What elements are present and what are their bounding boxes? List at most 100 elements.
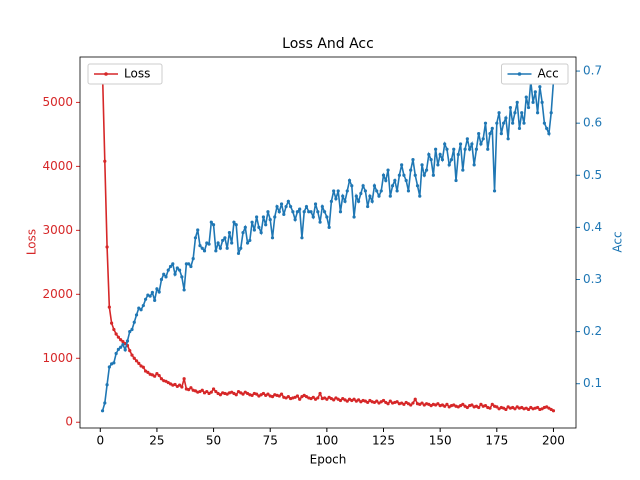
point-marker bbox=[110, 321, 114, 325]
x-tick-label: 175 bbox=[485, 434, 508, 448]
x-tick-label: 100 bbox=[315, 434, 338, 448]
point-marker bbox=[420, 401, 424, 405]
point-marker bbox=[436, 163, 440, 167]
point-marker bbox=[232, 220, 236, 224]
point-marker bbox=[515, 100, 519, 104]
point-marker bbox=[166, 268, 170, 272]
point-marker bbox=[418, 194, 422, 198]
point-marker bbox=[150, 290, 154, 295]
point-marker bbox=[300, 236, 304, 240]
point-marker bbox=[345, 399, 349, 403]
point-marker bbox=[431, 173, 435, 177]
point-marker bbox=[275, 204, 279, 209]
x-tick-label: 150 bbox=[429, 434, 452, 448]
point-marker bbox=[270, 236, 275, 240]
point-marker bbox=[332, 189, 336, 193]
point-marker bbox=[130, 353, 134, 357]
point-marker bbox=[103, 401, 107, 405]
point-marker bbox=[481, 137, 485, 141]
point-marker bbox=[230, 241, 234, 245]
point-marker bbox=[250, 220, 254, 224]
point-marker bbox=[506, 137, 510, 141]
point-marker bbox=[266, 210, 270, 214]
point-marker bbox=[497, 111, 501, 115]
point-marker bbox=[205, 389, 209, 394]
point-marker bbox=[551, 409, 556, 413]
point-marker bbox=[153, 374, 157, 378]
point-marker bbox=[402, 402, 406, 406]
point-marker bbox=[236, 251, 241, 256]
point-marker bbox=[370, 199, 374, 203]
point-marker bbox=[137, 361, 141, 365]
point-marker bbox=[291, 210, 295, 214]
point-marker bbox=[175, 266, 179, 270]
y-tick-label: 0 bbox=[65, 415, 73, 429]
point-marker bbox=[535, 405, 540, 410]
point-marker bbox=[148, 294, 152, 298]
point-marker bbox=[420, 163, 424, 167]
point-marker bbox=[141, 365, 145, 369]
point-marker bbox=[375, 189, 379, 193]
point-marker bbox=[470, 403, 474, 407]
point-marker bbox=[361, 184, 365, 188]
point-marker bbox=[221, 238, 225, 243]
point-marker bbox=[207, 242, 211, 246]
point-marker bbox=[132, 356, 136, 360]
point-marker bbox=[526, 407, 531, 412]
point-marker bbox=[128, 349, 132, 353]
point-marker bbox=[429, 158, 433, 162]
point-marker bbox=[177, 383, 182, 387]
point-marker bbox=[241, 230, 245, 235]
point-marker bbox=[397, 173, 401, 177]
point-marker bbox=[513, 111, 517, 115]
point-marker bbox=[384, 178, 388, 183]
point-marker bbox=[352, 397, 356, 401]
point-marker bbox=[409, 403, 413, 407]
point-marker bbox=[187, 388, 191, 392]
legend-marker bbox=[517, 72, 522, 76]
point-marker bbox=[454, 178, 458, 183]
point-marker bbox=[490, 402, 494, 406]
point-marker bbox=[354, 194, 358, 198]
point-marker bbox=[121, 343, 125, 347]
point-marker bbox=[182, 288, 186, 292]
point-marker bbox=[277, 210, 281, 214]
point-marker bbox=[334, 197, 338, 201]
plot-frame bbox=[79, 56, 577, 429]
y2-tick-label: 0.4 bbox=[583, 220, 602, 234]
point-marker bbox=[422, 173, 426, 177]
x-tick-label: 75 bbox=[263, 434, 278, 448]
point-marker bbox=[196, 228, 200, 232]
point-marker bbox=[105, 383, 109, 387]
point-marker bbox=[298, 207, 302, 211]
point-marker bbox=[284, 204, 288, 209]
y2-tick-label: 0.2 bbox=[583, 324, 602, 338]
point-marker bbox=[270, 395, 275, 399]
point-marker bbox=[298, 397, 302, 401]
x-tick-label: 200 bbox=[542, 434, 565, 448]
point-marker bbox=[499, 131, 503, 136]
point-marker bbox=[180, 385, 184, 389]
point-marker bbox=[325, 397, 329, 401]
point-marker bbox=[116, 335, 121, 339]
point-marker bbox=[146, 370, 150, 374]
point-marker bbox=[313, 202, 318, 206]
point-marker bbox=[511, 121, 515, 125]
point-marker bbox=[255, 392, 259, 396]
point-marker bbox=[395, 189, 399, 193]
point-marker bbox=[465, 405, 469, 410]
point-marker bbox=[483, 404, 488, 408]
point-marker bbox=[368, 194, 372, 198]
point-marker bbox=[307, 210, 311, 214]
point-marker bbox=[250, 393, 254, 397]
point-marker bbox=[227, 230, 232, 235]
point-marker bbox=[488, 131, 492, 136]
y2-tick-label: 0.5 bbox=[583, 168, 602, 182]
y2-tick-label: 0.6 bbox=[583, 116, 602, 130]
y-tick-label: 4000 bbox=[42, 159, 73, 173]
point-marker bbox=[311, 215, 315, 219]
point-marker bbox=[218, 393, 222, 397]
point-marker bbox=[386, 402, 390, 406]
point-marker bbox=[393, 178, 397, 183]
point-marker bbox=[184, 262, 188, 266]
